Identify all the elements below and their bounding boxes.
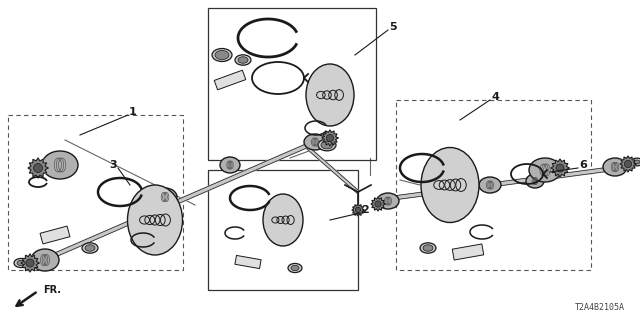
Ellipse shape: [153, 188, 177, 206]
Text: FR.: FR.: [43, 285, 61, 295]
Ellipse shape: [127, 185, 182, 255]
Circle shape: [26, 259, 34, 267]
Polygon shape: [551, 159, 569, 177]
Ellipse shape: [220, 157, 240, 173]
Polygon shape: [393, 166, 618, 200]
Bar: [208, 8, 376, 160]
Ellipse shape: [306, 64, 354, 126]
Ellipse shape: [423, 245, 433, 251]
Ellipse shape: [212, 49, 232, 61]
Bar: [214, 70, 246, 90]
Polygon shape: [322, 130, 338, 146]
Ellipse shape: [291, 265, 299, 271]
Bar: [208, 170, 358, 290]
Circle shape: [625, 160, 632, 168]
Ellipse shape: [31, 249, 59, 271]
Text: 3: 3: [109, 160, 117, 170]
Ellipse shape: [288, 263, 302, 273]
Circle shape: [355, 207, 361, 213]
Ellipse shape: [321, 141, 333, 149]
Polygon shape: [352, 204, 364, 216]
Ellipse shape: [17, 260, 25, 266]
Polygon shape: [620, 156, 636, 172]
Text: T2A4B2105A: T2A4B2105A: [575, 303, 625, 312]
Ellipse shape: [603, 158, 627, 176]
Text: 1: 1: [129, 107, 137, 117]
Ellipse shape: [479, 177, 501, 193]
Circle shape: [326, 134, 333, 141]
Ellipse shape: [235, 55, 251, 65]
Text: 2: 2: [361, 205, 369, 215]
Ellipse shape: [318, 139, 336, 151]
Ellipse shape: [215, 51, 229, 60]
Ellipse shape: [85, 245, 95, 251]
Text: 4: 4: [491, 92, 499, 102]
Circle shape: [33, 164, 42, 172]
Polygon shape: [307, 147, 359, 193]
Ellipse shape: [304, 134, 326, 150]
Bar: [396, 100, 591, 270]
Ellipse shape: [631, 158, 640, 166]
Circle shape: [375, 201, 381, 207]
Ellipse shape: [420, 243, 436, 253]
Polygon shape: [21, 254, 39, 272]
Ellipse shape: [421, 148, 479, 222]
Ellipse shape: [634, 160, 640, 164]
Polygon shape: [28, 158, 48, 178]
Ellipse shape: [526, 174, 544, 188]
Ellipse shape: [42, 151, 78, 179]
Bar: [40, 226, 70, 244]
Bar: [8, 115, 183, 270]
Ellipse shape: [263, 194, 303, 246]
Ellipse shape: [238, 57, 248, 63]
Ellipse shape: [377, 193, 399, 209]
Ellipse shape: [82, 243, 98, 253]
Polygon shape: [371, 197, 385, 211]
Ellipse shape: [14, 259, 28, 268]
Text: 6: 6: [579, 160, 587, 170]
Bar: [235, 255, 261, 268]
Circle shape: [556, 164, 564, 172]
Polygon shape: [54, 138, 321, 257]
Ellipse shape: [529, 158, 561, 182]
Text: 5: 5: [389, 22, 397, 32]
Bar: [452, 244, 484, 260]
